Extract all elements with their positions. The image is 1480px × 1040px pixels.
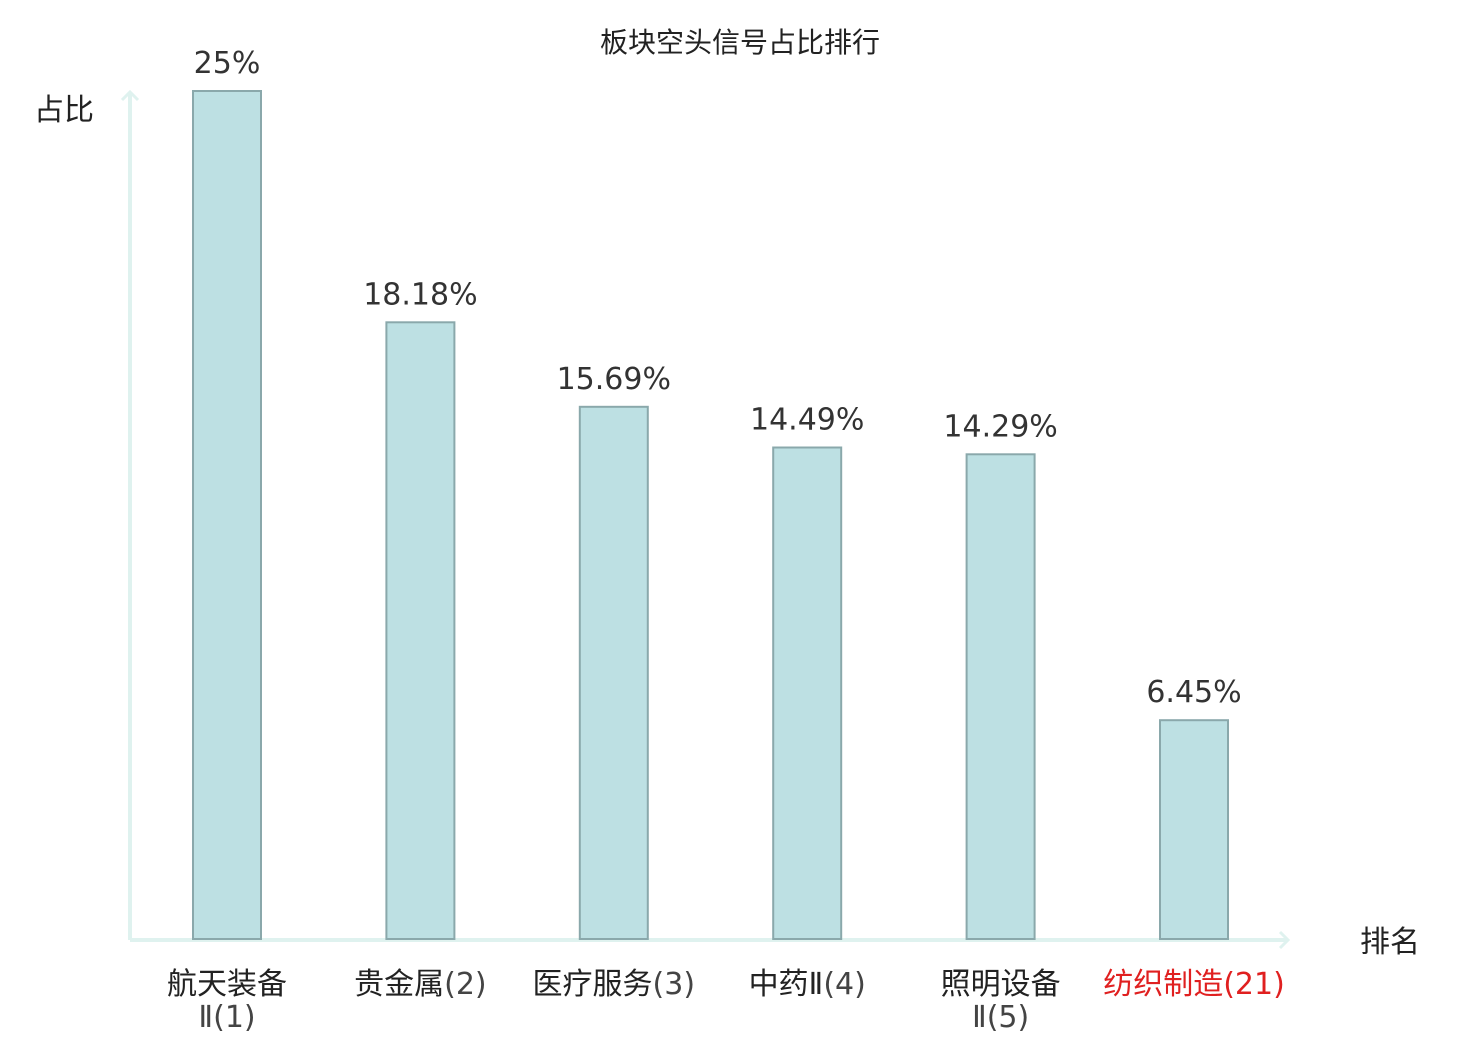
bar-1 <box>192 90 262 940</box>
value-label-6: 6.45% <box>1146 675 1241 710</box>
value-label-5: 14.29% <box>943 409 1057 444</box>
y-axis-label: 占比 <box>34 93 94 128</box>
category-label-3: 医疗服务(3) <box>533 967 696 1002</box>
category-label-5: 照明设备 Ⅱ(5) <box>941 967 1061 1035</box>
chart-title: 板块空头信号占比排行 <box>600 26 880 59</box>
bars-group <box>192 90 1229 941</box>
category-label-6: 纺织制造(21) <box>1103 967 1285 1002</box>
bar-3 <box>578 405 649 940</box>
category-label-2: 贵金属(2) <box>354 967 487 1002</box>
value-label-1: 25% <box>194 46 261 81</box>
bar-2 <box>385 321 456 940</box>
bar-4 <box>772 446 843 940</box>
value-label-2: 18.18% <box>363 277 477 312</box>
bar-5 <box>965 453 1036 940</box>
category-label-1: 航天装备 Ⅱ(1) <box>167 967 287 1035</box>
x-axis-label: 排名 <box>1360 925 1420 960</box>
value-label-4: 14.49% <box>750 403 864 438</box>
value-label-3: 15.69% <box>557 362 671 397</box>
category-labels-group: 航天装备 Ⅱ(1) 贵金属(2) 医疗服务(3) 中药Ⅱ(4) 照明设备 Ⅱ(5) 纺织制造(… <box>167 967 1285 1035</box>
category-label-4: 中药Ⅱ(4) <box>749 967 866 1002</box>
value-labels-group: 25% 18.18% 15.69% 14.49% 14.29% 6.45% <box>194 46 1242 710</box>
bar-6 <box>1159 719 1229 941</box>
